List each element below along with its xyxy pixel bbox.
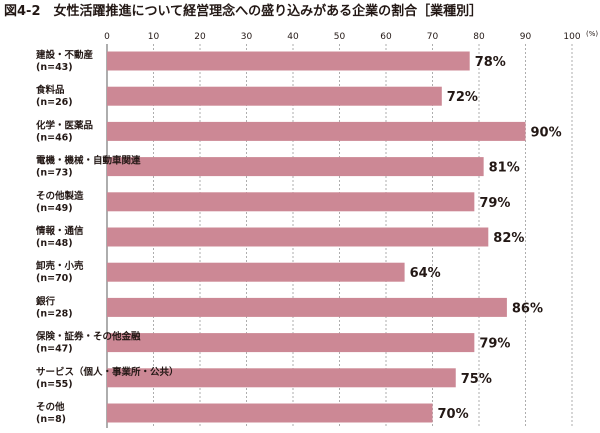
category-label: 食料品: [35, 84, 65, 96]
data-label: 86%: [512, 301, 543, 316]
category-n-label: (n=28): [36, 308, 73, 319]
category-label: サービス（個人・事業所・公共）: [36, 366, 179, 378]
data-label: 72%: [447, 90, 478, 105]
category-label: 建設・不動産: [35, 49, 94, 61]
x-tick-label: 60: [380, 32, 392, 42]
x-tick-label: 50: [334, 32, 346, 42]
bar: [107, 297, 507, 317]
category-n-label: (n=48): [36, 238, 73, 249]
bar: [107, 262, 405, 282]
bar: [107, 192, 475, 212]
x-tick-label: 70: [427, 32, 439, 42]
bar: [107, 403, 433, 423]
bar: [107, 121, 526, 141]
category-label: 保険・証券・その他金融: [35, 331, 141, 343]
category-label: その他製造: [36, 190, 84, 202]
x-axis-ticks: 0 10 20 30 40 50 60 70 80 90 100: [104, 32, 581, 42]
value-labels: 78% 72% 90% 81% 79% 82% 64% 86% 79% 75% 70%: [410, 55, 562, 422]
category-n-label: (n=49): [36, 203, 73, 214]
unit-label: (%): [586, 30, 598, 38]
chart-title: 図4-2 女性活躍推進について経営理念への盛り込みがある企業の割合［業種別］: [4, 3, 482, 19]
x-tick-label: 0: [104, 32, 110, 42]
data-label: 81%: [489, 161, 520, 176]
bar: [107, 157, 484, 177]
data-label: 82%: [493, 231, 524, 246]
x-tick-label: 80: [473, 32, 485, 42]
category-n-label: (n=55): [36, 379, 73, 390]
x-tick-label: 40: [287, 32, 299, 42]
data-label: 78%: [475, 55, 506, 70]
category-n-label: (n=70): [36, 273, 73, 284]
category-n-label: (n=8): [36, 414, 66, 425]
x-tick-label: 100: [563, 32, 580, 42]
category-n-label: (n=43): [36, 62, 73, 73]
category-n-label: (n=73): [36, 168, 73, 179]
data-label: 90%: [531, 125, 562, 140]
category-labels: 建設・不動産(n=43) 食料品(n=26) 化学・医薬品(n=46) 電機・機械・自…: [35, 49, 179, 425]
data-label: 79%: [479, 337, 510, 352]
category-label: 電機・機械・自動車関連: [36, 155, 141, 167]
data-label: 64%: [410, 266, 441, 281]
bar: [107, 368, 456, 388]
bar: [107, 51, 470, 71]
bars: [107, 51, 526, 423]
data-label: 75%: [461, 372, 492, 387]
category-n-label: (n=26): [36, 97, 73, 108]
data-label: 79%: [479, 196, 510, 211]
x-tick-label: 30: [241, 32, 253, 42]
category-label: 化学・医薬品: [36, 119, 93, 131]
category-n-label: (n=46): [36, 132, 73, 143]
bar: [107, 333, 475, 353]
x-tick-label: 90: [520, 32, 532, 42]
x-tick-label: 10: [148, 32, 160, 42]
category-label: 情報・通信: [35, 225, 84, 237]
category-label: 銀行: [36, 295, 56, 307]
bar: [107, 227, 489, 247]
x-tick-label: 20: [194, 32, 206, 42]
category-n-label: (n=47): [36, 344, 73, 355]
category-label: その他: [36, 401, 65, 413]
category-label: 卸売・小売: [36, 260, 84, 272]
data-label: 70%: [438, 407, 469, 422]
bar: [107, 86, 442, 106]
